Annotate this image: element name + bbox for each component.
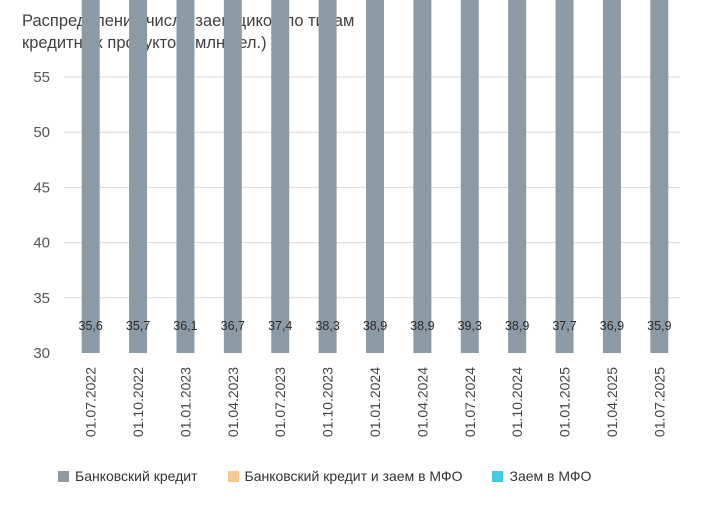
x-tick-label: 01.10.2023 xyxy=(320,367,336,437)
bar-segment xyxy=(460,0,479,354)
bar-segment xyxy=(602,0,621,354)
y-tick-label: 30 xyxy=(33,345,50,362)
data-label: 36,1 xyxy=(173,319,197,333)
data-label: 35,9 xyxy=(647,319,671,333)
x-tick-label: 01.01.2024 xyxy=(367,367,383,437)
legend: Банковский кредит Банковский кредит и зае… xyxy=(58,468,591,484)
bar-segment xyxy=(271,0,290,353)
data-label: 37,4 xyxy=(268,319,292,333)
bar-segment xyxy=(508,0,527,353)
bar-segment xyxy=(555,0,574,354)
legend-label: Заем в МФО xyxy=(509,468,592,484)
legend-label: Банковский кредит и заем в МФО xyxy=(244,468,463,484)
x-tick-label: 01.04.2024 xyxy=(414,367,430,437)
y-tick-label: 55 xyxy=(33,69,50,86)
x-tick-label: 01.07.2023 xyxy=(272,367,288,437)
data-label: 36,9 xyxy=(600,319,624,333)
bar-segment xyxy=(176,0,195,354)
bar-segment xyxy=(129,0,148,353)
legend-item: Банковский кредит и заем в МФО xyxy=(227,468,463,484)
y-tick-label: 35 xyxy=(33,290,50,307)
bar-segment xyxy=(650,0,669,353)
legend-item: Банковский кредит xyxy=(58,468,198,484)
data-label: 37,7 xyxy=(552,319,576,333)
x-tick-label: 01.07.2025 xyxy=(651,367,667,437)
x-tick-label: 01.10.2022 xyxy=(130,367,146,437)
x-tick-label: 01.01.2023 xyxy=(177,367,193,437)
x-tick-label: 01.04.2025 xyxy=(604,367,620,437)
data-label: 38,9 xyxy=(363,319,387,333)
data-label: 38,9 xyxy=(410,319,434,333)
x-tick-label: 01.10.2024 xyxy=(509,367,525,437)
x-tick-label: 01.01.2025 xyxy=(557,367,573,437)
x-tick-label: 01.07.2024 xyxy=(462,367,478,437)
bar-segment xyxy=(81,0,100,353)
legend-swatch xyxy=(58,470,69,482)
x-tick-label: 01.07.2022 xyxy=(83,367,99,437)
legend-item: Заем в МФО xyxy=(492,468,591,484)
plot-area: 30354045505535,63,53,801.07.202235,73,64… xyxy=(33,0,680,437)
data-label: 39,3 xyxy=(458,319,482,333)
bar-segment xyxy=(366,0,384,353)
bar-segment xyxy=(318,0,337,353)
y-tick-label: 50 xyxy=(33,124,50,141)
legend-swatch xyxy=(227,470,239,482)
bar-segment xyxy=(223,0,242,353)
legend-label: Банковский кредит xyxy=(75,468,198,484)
bar-segment xyxy=(413,0,432,353)
y-tick-label: 45 xyxy=(33,179,50,196)
data-label: 35,7 xyxy=(126,319,150,333)
data-label: 38,9 xyxy=(505,319,529,333)
legend-swatch xyxy=(492,470,504,482)
y-tick-label: 40 xyxy=(33,235,50,252)
data-label: 35,6 xyxy=(79,319,103,333)
data-label: 38,3 xyxy=(315,319,339,333)
data-label: 36,7 xyxy=(221,319,245,333)
x-tick-label: 01.04.2023 xyxy=(225,367,241,437)
